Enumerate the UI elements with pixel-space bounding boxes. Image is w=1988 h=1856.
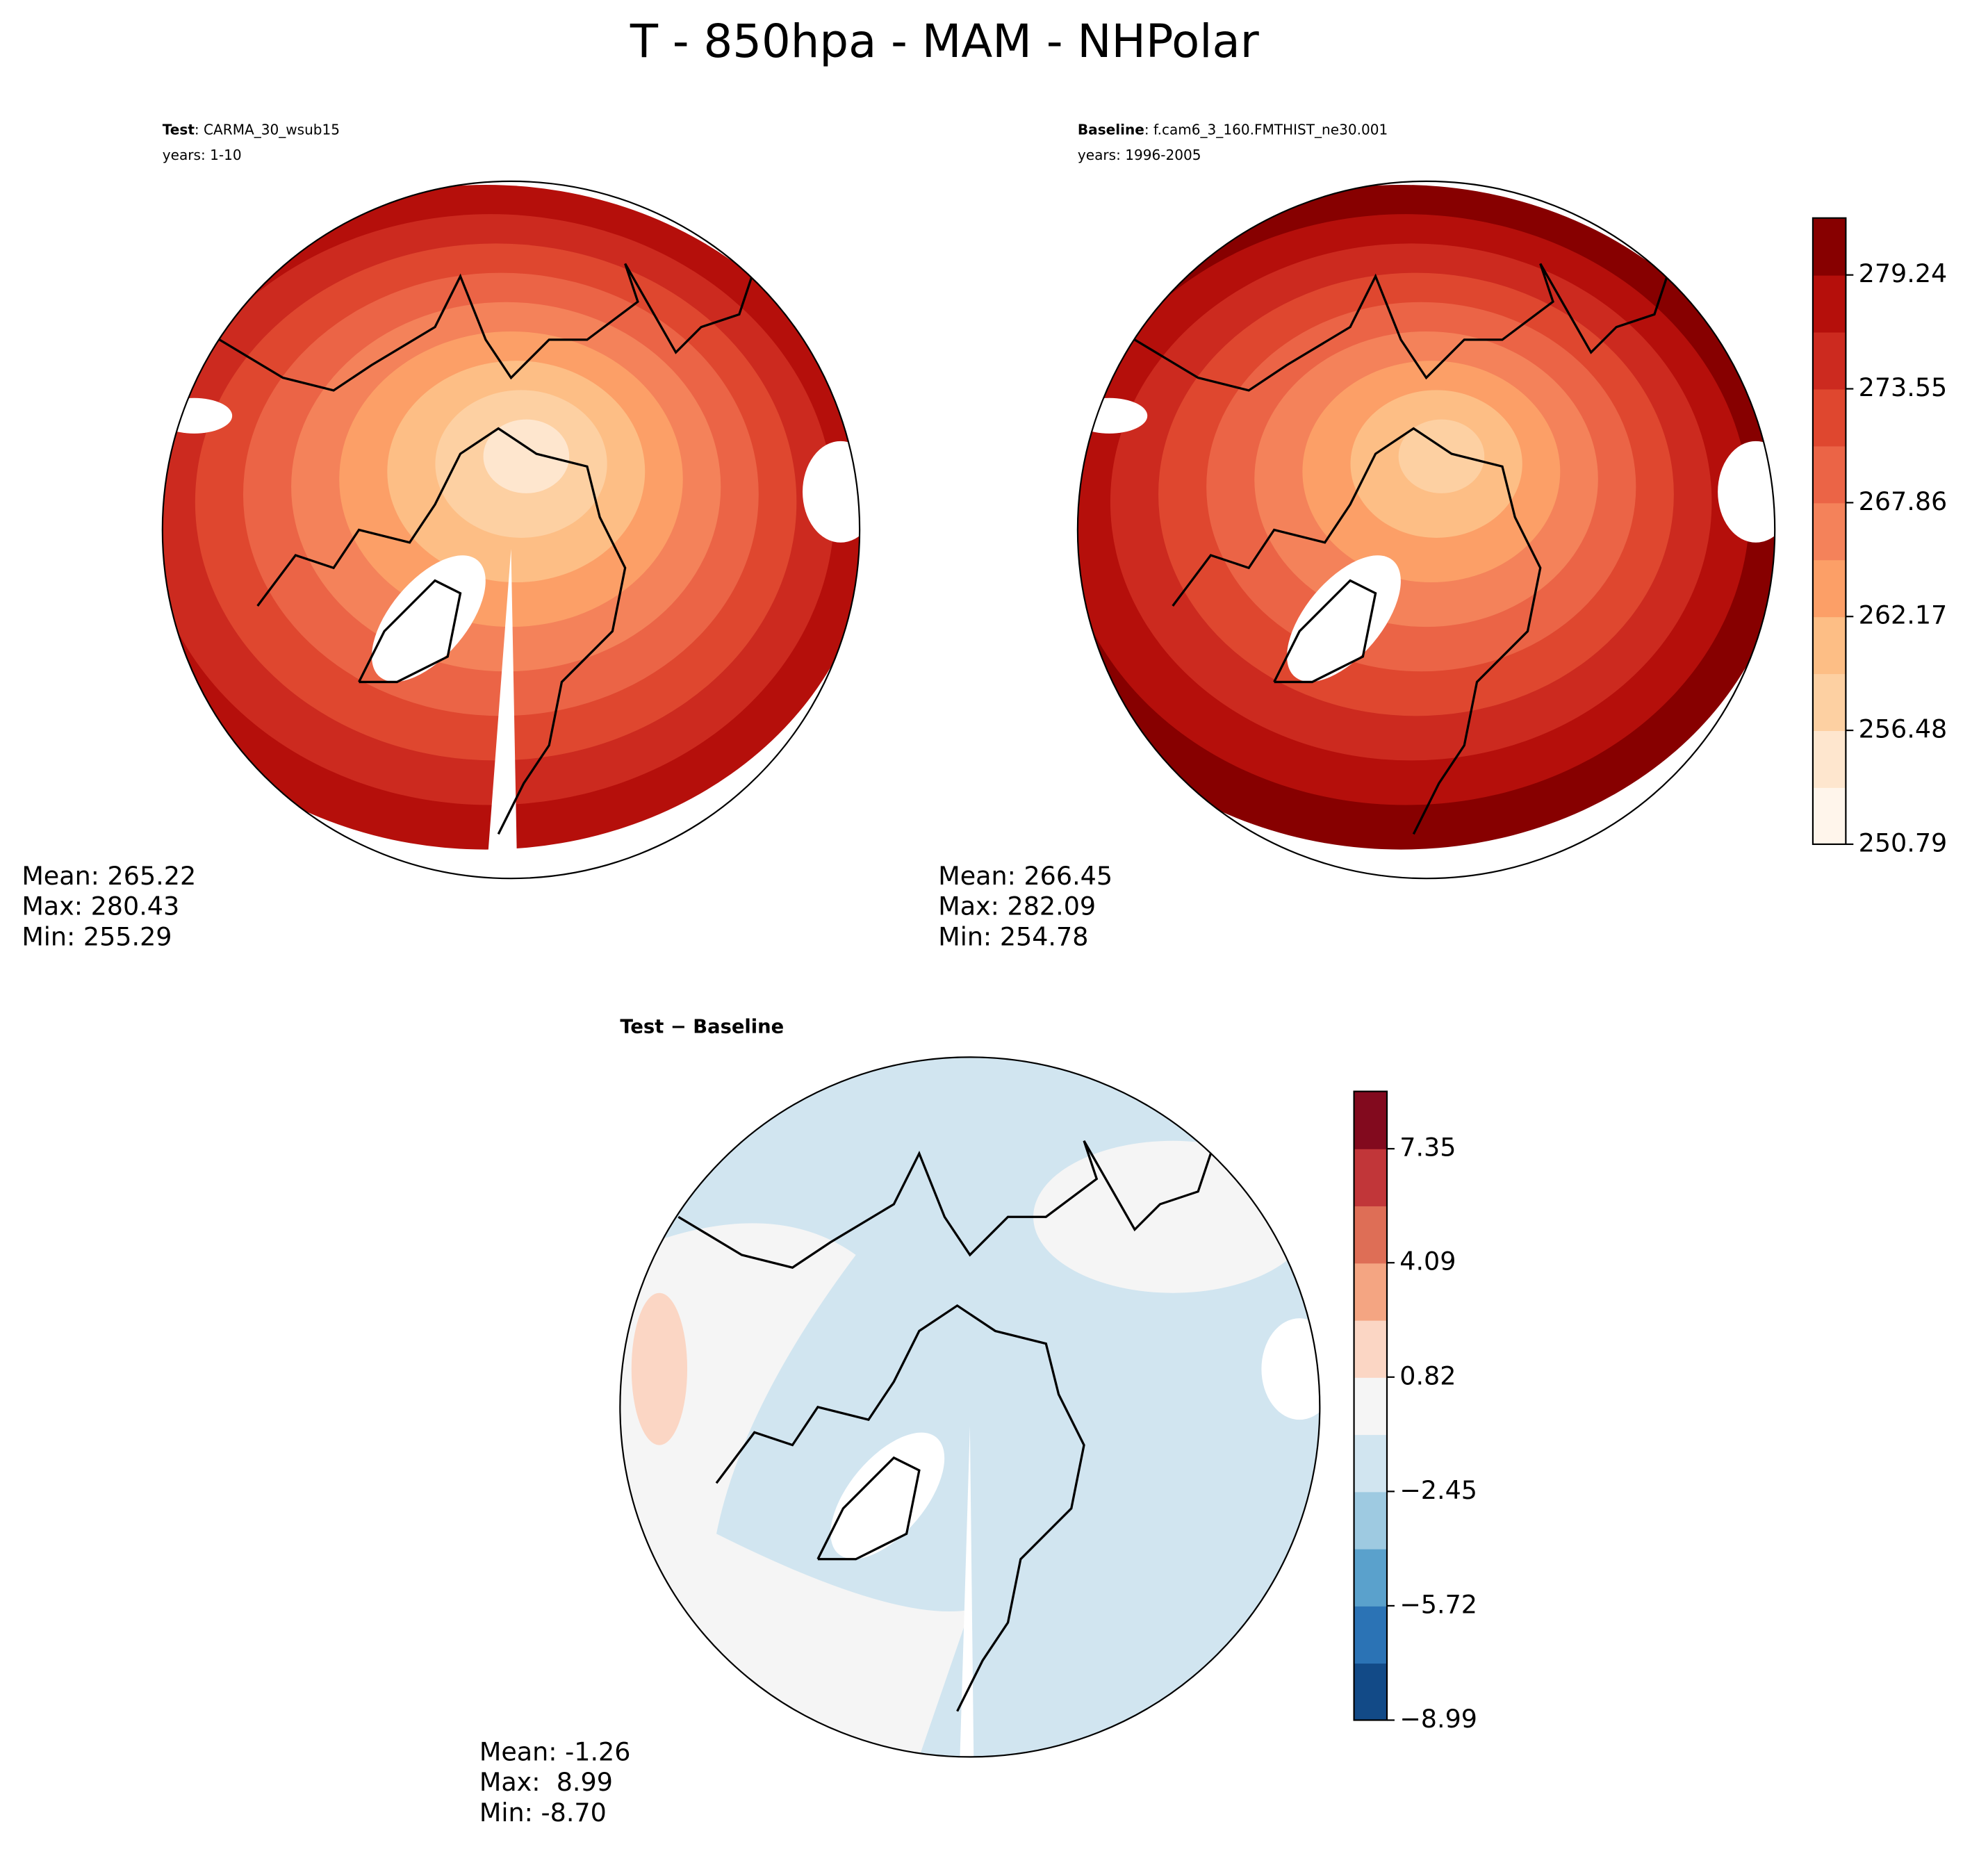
- missing-data: [1077, 397, 1148, 434]
- coastline: [1172, 427, 1542, 835]
- coastline: [219, 262, 803, 392]
- case-label: Test: [163, 121, 195, 138]
- panel-header: Test − Baseline: [620, 1017, 784, 1038]
- diff-near-zero: [1033, 1140, 1313, 1293]
- colorbar-band: [1812, 274, 1846, 333]
- missing-data: [1261, 1318, 1320, 1420]
- colorbar-band: [1354, 1663, 1388, 1721]
- diff-near-zero: [620, 1223, 970, 1757]
- colorbar-tick-label: −5.72: [1399, 1589, 1477, 1619]
- colorbar-band: [1354, 1377, 1388, 1436]
- map-border: [161, 180, 861, 880]
- years: years: 1996-2005: [1078, 147, 1201, 163]
- case-label: Test − Baseline: [620, 1017, 784, 1038]
- colorbar-tick-label: −2.45: [1399, 1475, 1477, 1505]
- colorbar-tick-label: −8.99: [1399, 1704, 1477, 1734]
- colorbar-tick-label: 0.82: [1399, 1361, 1456, 1390]
- coastline: [1134, 262, 1718, 392]
- stat: Min: 254.78: [938, 921, 1088, 951]
- colorbar-band: [1354, 1491, 1388, 1550]
- coastline: [715, 1304, 1085, 1712]
- colorbar-tick-label: 279.24: [1859, 258, 1948, 288]
- temperature-band: [483, 419, 570, 493]
- stat: Min: 255.29: [22, 921, 172, 951]
- colorbar-band: [1354, 1605, 1388, 1664]
- colorbar-tick-label: 273.55: [1859, 372, 1948, 402]
- missing-data: [162, 397, 233, 434]
- colorbar-band: [1812, 388, 1846, 447]
- colorbar-band: [1354, 1320, 1388, 1378]
- colorbar-band: [1812, 445, 1846, 504]
- colorbar-band: [1354, 1206, 1388, 1264]
- figure-title: T - 850hpa - MAM - NHPolar: [630, 15, 1259, 68]
- colorbar-frame: [1812, 217, 1847, 846]
- coastline: [358, 579, 462, 684]
- panel-header: Test: CARMA_30_wsub15: [163, 121, 340, 138]
- colorbar-tick-label: 256.48: [1859, 714, 1948, 744]
- colorbar-tick-label: 262.17: [1859, 600, 1948, 630]
- colorbar-tick-label: 250.79: [1859, 828, 1948, 857]
- missing-wedge: [960, 1426, 974, 1757]
- coastline: [1273, 579, 1377, 684]
- years: years: 1-10: [163, 147, 242, 163]
- coastline: [256, 427, 627, 835]
- case-name: : CARMA_30_wsub15: [195, 121, 340, 138]
- temperature-band: [1398, 419, 1485, 493]
- colorbar-band: [1812, 502, 1846, 561]
- colorbar-tick-label: 7.35: [1399, 1133, 1456, 1163]
- stat: Max: 282.09: [938, 892, 1096, 921]
- colorbar-band: [1354, 1148, 1388, 1207]
- colorbar-band: [1812, 331, 1846, 390]
- colorbar-band: [1812, 616, 1846, 675]
- colorbar-band: [1812, 559, 1846, 618]
- case-label: Baseline: [1078, 121, 1144, 138]
- colorbar-band: [1812, 217, 1846, 276]
- stat: Mean: -1.26: [479, 1736, 631, 1766]
- stat: Mean: 266.45: [938, 861, 1112, 891]
- map-border: [1076, 180, 1776, 880]
- missing-wedge: [485, 548, 518, 879]
- panel-header: Baseline: f.cam6_3_160.FMTHIST_ne30.001: [1078, 121, 1388, 138]
- colorbar-frame: [1353, 1090, 1388, 1721]
- missing-data: [1718, 441, 1775, 543]
- colorbar-band: [1354, 1091, 1388, 1149]
- coastline: [677, 1140, 1262, 1269]
- map: [1077, 184, 1775, 850]
- stat: Max: 8.99: [479, 1767, 613, 1797]
- colorbar-band: [1354, 1434, 1388, 1493]
- map: [620, 1057, 1320, 1757]
- colorbar-band: [1812, 730, 1846, 788]
- colorbar-tick-label: 4.09: [1399, 1247, 1456, 1276]
- coastline: [816, 1456, 921, 1561]
- colorbar-band: [1812, 673, 1846, 731]
- colorbar-band: [1354, 1263, 1388, 1321]
- diff-positive: [631, 1292, 688, 1445]
- colorbar-band: [1812, 787, 1846, 845]
- missing-data: [803, 441, 860, 543]
- stat: Max: 280.43: [22, 892, 179, 921]
- stat: Mean: 265.22: [22, 861, 196, 891]
- case-name: : f.cam6_3_160.FMTHIST_ne30.001: [1144, 121, 1388, 138]
- colorbar-tick-label: 267.86: [1859, 486, 1948, 516]
- map-border: [619, 1056, 1321, 1758]
- missing-data: [830, 1432, 945, 1559]
- missing-data: [1287, 555, 1401, 682]
- missing-data: [372, 555, 486, 682]
- map: [162, 184, 860, 879]
- colorbar-band: [1354, 1548, 1388, 1607]
- stat: Min: -8.70: [479, 1798, 607, 1828]
